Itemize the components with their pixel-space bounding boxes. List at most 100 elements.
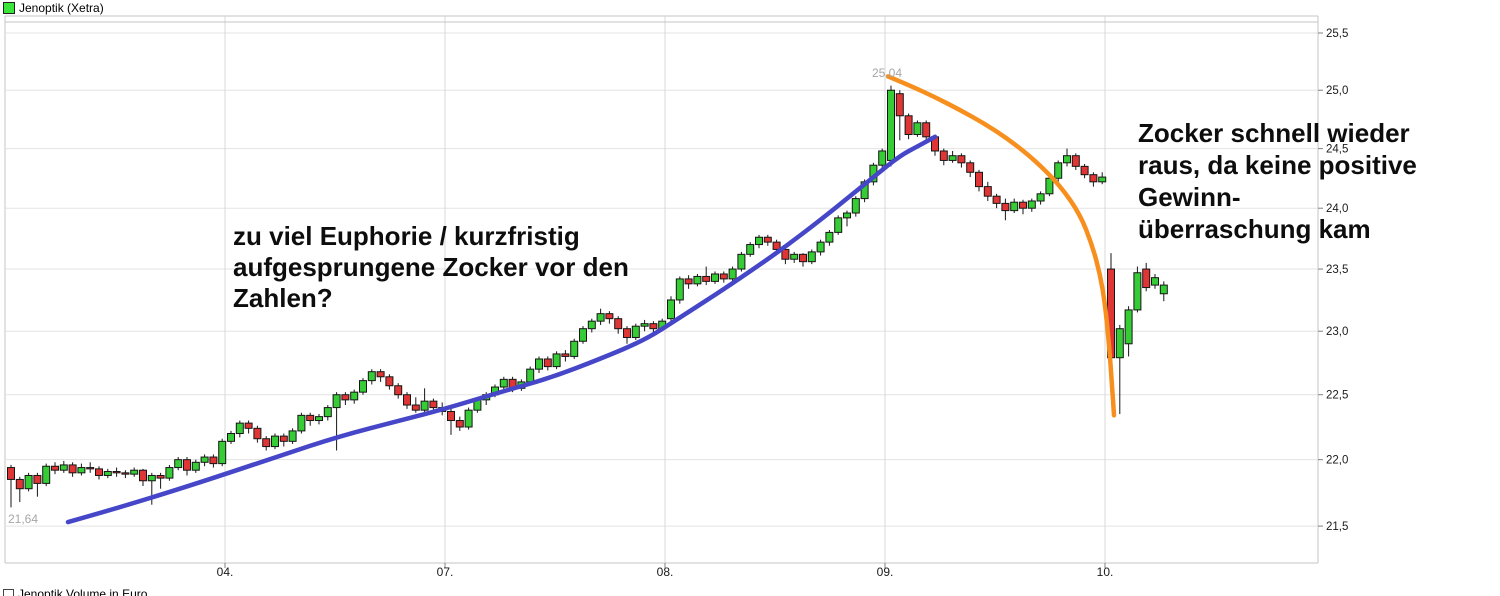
candle: [1124, 306, 1133, 357]
candle: [561, 350, 570, 362]
y-axis-label: 24,0: [1326, 203, 1348, 215]
candle: [851, 196, 860, 217]
candle: [139, 468, 147, 487]
candle: [1001, 198, 1010, 221]
candle: [684, 275, 693, 289]
candle: [957, 153, 966, 168]
candle: [130, 467, 139, 477]
candle: [983, 181, 992, 201]
candle: [640, 319, 649, 332]
overlay-lines-layer: [65, 74, 1117, 525]
candle: [1045, 174, 1054, 197]
candle: [253, 425, 262, 443]
candle: [420, 388, 429, 413]
candle: [86, 462, 95, 473]
candle: [209, 454, 218, 468]
candle: [992, 193, 1001, 209]
candle: [667, 296, 675, 322]
candle: [121, 470, 130, 479]
candle: [1019, 199, 1027, 215]
candle: [816, 239, 825, 256]
candle: [77, 463, 86, 476]
candle: [596, 308, 605, 325]
candle: [711, 271, 719, 284]
y-axis-label: 21,5: [1326, 521, 1348, 533]
candle: [200, 454, 209, 467]
candle: [543, 356, 552, 371]
candle: [1063, 148, 1071, 167]
low-price-label: 21,64: [8, 512, 39, 526]
y-axis-label: 24,5: [1326, 144, 1348, 156]
y-axis-label: 25,5: [1326, 28, 1348, 40]
candle: [499, 376, 508, 391]
candle: [807, 249, 816, 265]
candle: [719, 271, 728, 283]
candle: [359, 378, 367, 395]
candle: [1027, 198, 1036, 212]
candle: [7, 464, 15, 508]
candle: [235, 420, 244, 438]
candle: [350, 389, 359, 404]
y-axis-label: 25,0: [1326, 85, 1348, 97]
candle: [59, 460, 68, 473]
candle: [1159, 281, 1168, 302]
candle: [1115, 324, 1124, 415]
breakdown-curve: [885, 74, 1117, 418]
candle: [1054, 160, 1063, 182]
candle: [165, 464, 174, 481]
candle: [15, 476, 24, 503]
candle: [1151, 273, 1159, 289]
candle: [24, 472, 33, 492]
candle: [323, 405, 332, 421]
candles-layer: [7, 85, 1168, 508]
x-axis-label: 09.: [877, 565, 894, 579]
candle: [746, 242, 755, 257]
candle: [799, 253, 807, 267]
annotation-line: Zocker schnell wieder: [1138, 118, 1410, 148]
candle: [332, 392, 341, 451]
candle: [455, 416, 464, 431]
price-series-swatch-icon: [3, 2, 15, 14]
candle: [834, 215, 843, 235]
candle: [1010, 198, 1019, 214]
price-series-label: Jenoptik (Xetra): [19, 1, 104, 15]
candle: [878, 148, 887, 170]
candle: [411, 397, 420, 413]
candle: [790, 251, 799, 263]
candle: [68, 462, 77, 477]
candle: [33, 472, 42, 497]
candle: [288, 428, 297, 444]
candle: [781, 246, 790, 265]
candle: [570, 338, 579, 359]
candle: [605, 311, 614, 324]
x-axis-label: 08.: [657, 565, 674, 579]
candle: [156, 472, 165, 489]
candle: [394, 383, 403, 399]
candle: [191, 459, 200, 473]
candle: [367, 369, 376, 385]
candle: [183, 457, 191, 476]
candle: [244, 420, 253, 434]
candle: [95, 466, 103, 480]
candle: [464, 407, 473, 430]
candle: [297, 412, 306, 434]
candle: [174, 457, 183, 471]
candle: [1080, 163, 1089, 179]
candle: [42, 463, 51, 487]
annotation-line: aufgesprungene Zocker vor den: [233, 252, 629, 282]
candle: [1142, 262, 1151, 292]
volume-series-swatch-icon: [3, 588, 14, 596]
candle: [702, 266, 711, 286]
candle: [376, 369, 385, 382]
annotation-zocker-raus: Zocker schnell wieder raus, da keine pos…: [1138, 117, 1417, 245]
support-trendline: [65, 134, 938, 525]
volume-series-label: Jenoptik Volume in Euro: [18, 587, 148, 596]
annotation-line: Gewinn-: [1138, 182, 1241, 212]
candle: [631, 323, 640, 341]
candle: [587, 318, 596, 333]
candle: [755, 234, 763, 249]
candle: [763, 234, 772, 246]
x-axis-label: 10.: [1097, 565, 1114, 579]
axis-layer: 25,5 25,0 24,5 24,0 23,5 23,0 22,5 22,0 21,5 04. 0…: [217, 28, 1349, 579]
